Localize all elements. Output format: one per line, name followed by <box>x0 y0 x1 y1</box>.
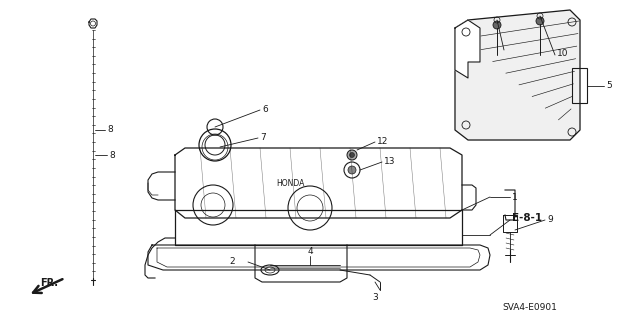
Circle shape <box>349 152 355 158</box>
Text: 12: 12 <box>377 137 388 146</box>
Circle shape <box>348 166 356 174</box>
Text: 8: 8 <box>109 151 115 160</box>
Polygon shape <box>455 20 480 78</box>
Text: 5: 5 <box>606 81 612 91</box>
Text: 1: 1 <box>512 192 518 202</box>
Text: 9: 9 <box>547 216 553 225</box>
Text: SVA4-E0901: SVA4-E0901 <box>502 303 557 313</box>
Text: 6: 6 <box>262 106 268 115</box>
Polygon shape <box>455 10 580 140</box>
Text: 8: 8 <box>107 125 113 135</box>
Text: 10: 10 <box>557 48 568 57</box>
Text: 3: 3 <box>372 293 378 302</box>
Text: 2: 2 <box>229 257 235 266</box>
Text: 7: 7 <box>260 133 266 143</box>
Circle shape <box>493 21 501 29</box>
Circle shape <box>347 150 357 160</box>
Bar <box>572 68 587 103</box>
Circle shape <box>536 17 544 25</box>
Text: 13: 13 <box>384 158 396 167</box>
Text: 11: 11 <box>468 46 480 55</box>
Text: E-8-1: E-8-1 <box>512 213 542 223</box>
Text: FR.: FR. <box>40 278 58 288</box>
Text: 4: 4 <box>307 248 313 256</box>
Text: HONDA: HONDA <box>276 179 304 188</box>
